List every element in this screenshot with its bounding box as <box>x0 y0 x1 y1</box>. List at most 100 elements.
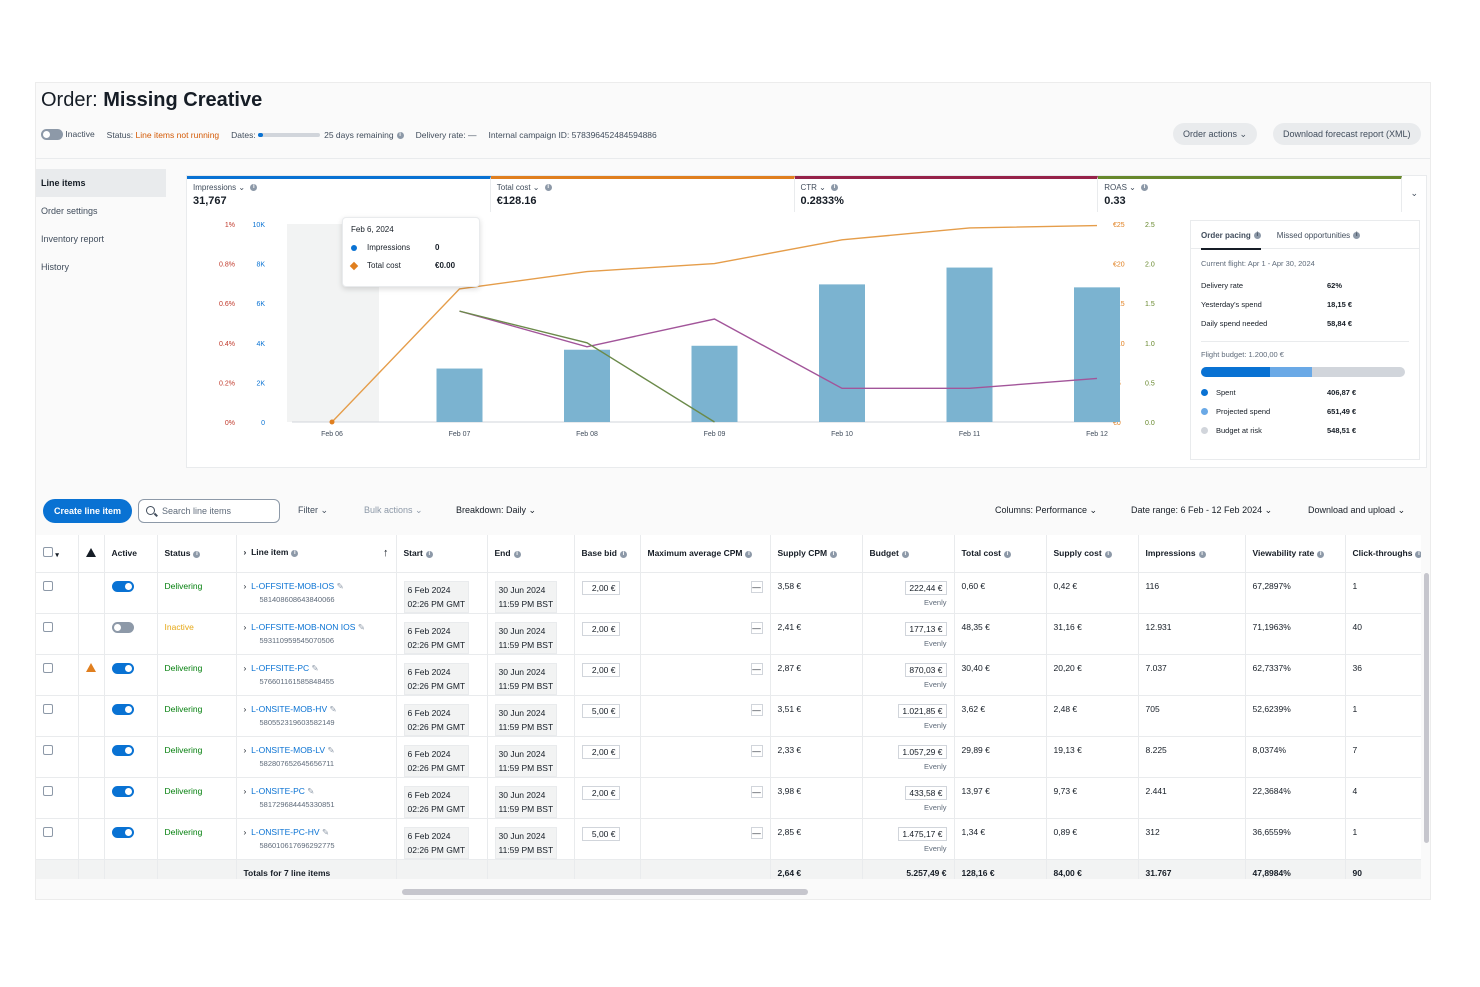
chevron-right-icon[interactable]: › <box>243 662 247 673</box>
minus-icon[interactable]: — <box>750 826 763 839</box>
info-icon[interactable]: i <box>745 550 753 558</box>
info-icon[interactable]: i <box>1317 550 1325 558</box>
header-base-bid[interactable]: Base bid i <box>574 535 641 573</box>
edit-pencil-icon[interactable]: ✎ <box>329 703 337 714</box>
row-checkbox[interactable] <box>43 744 53 755</box>
edit-pencil-icon[interactable]: ✎ <box>336 580 344 591</box>
info-icon[interactable]: i <box>901 550 909 558</box>
base-bid-input[interactable]: 2,00 € <box>581 662 620 677</box>
horizontal-scrollbar[interactable] <box>402 889 808 895</box>
table-row[interactable]: Delivering › L-ONSITE-MOB-HV ✎ 5805523196… <box>36 695 1421 737</box>
base-bid-input[interactable]: 2,00 € <box>581 621 620 636</box>
line-item-link[interactable]: L-ONSITE-PC-HV <box>251 826 320 837</box>
chevron-right-icon[interactable]: › <box>243 826 247 837</box>
header-max-cpm[interactable]: Maximum average CPM i <box>640 535 771 573</box>
tab-order-pacing[interactable]: Order pacing i <box>1201 231 1261 250</box>
search-input[interactable]: Search line items <box>138 499 280 523</box>
active-toggle[interactable] <box>111 662 134 674</box>
line-item-link[interactable]: L-OFFSITE-PC <box>251 662 310 673</box>
edit-pencil-icon[interactable]: ✎ <box>311 662 319 673</box>
info-icon[interactable]: i <box>425 550 433 558</box>
sidebar-item-inventory-report[interactable]: Inventory report <box>41 234 105 244</box>
filter-dropdown[interactable]: Filter ⌄ <box>298 505 329 515</box>
chevron-right-icon[interactable]: › <box>243 744 247 755</box>
info-icon[interactable]: i <box>513 550 521 558</box>
info-icon[interactable]: i <box>1415 550 1421 558</box>
metric-total-cost[interactable]: Total cost ⌄ i €128.16 <box>490 176 795 212</box>
info-icon[interactable]: i <box>1104 550 1112 558</box>
sidebar-item-history[interactable]: History <box>41 262 70 272</box>
select-all-header[interactable]: ▾ <box>36 535 79 573</box>
row-checkbox[interactable] <box>43 703 53 714</box>
chevron-right-icon[interactable]: › <box>243 621 247 632</box>
line-item-link[interactable]: L-OFFSITE-MOB-IOS <box>251 580 335 591</box>
info-icon[interactable]: i <box>396 131 404 139</box>
vertical-scrollbar[interactable] <box>1424 573 1429 843</box>
info-icon[interactable]: i <box>291 549 299 557</box>
header-supply-cpm[interactable]: Supply CPM i <box>770 535 863 573</box>
header-impressions[interactable]: Impressions i <box>1138 535 1246 573</box>
download-upload-dropdown[interactable]: Download and upload ⌄ <box>1308 505 1406 515</box>
row-checkbox[interactable] <box>43 580 53 591</box>
create-line-item-button[interactable]: Create line item <box>43 499 133 523</box>
header-start[interactable]: Start i <box>396 535 488 573</box>
metric-ctr[interactable]: CTR ⌄ i 0.2833% <box>794 176 1099 212</box>
header-viewability[interactable]: Viewability rate i <box>1245 535 1346 573</box>
active-toggle[interactable] <box>111 621 134 633</box>
chevron-right-icon[interactable]: › <box>243 580 247 591</box>
caret-down-icon[interactable]: ▾ <box>55 552 59 560</box>
sidebar-item-order-settings[interactable]: Order settings <box>41 206 98 216</box>
minus-icon[interactable]: — <box>750 744 763 757</box>
budget-input[interactable]: 1.021,85 € <box>898 703 947 718</box>
minus-icon[interactable]: — <box>750 662 763 675</box>
edit-pencil-icon[interactable]: ✎ <box>357 621 365 632</box>
info-icon[interactable]: i <box>830 550 838 558</box>
breakdown-dropdown[interactable]: Breakdown: Daily ⌄ <box>456 505 537 515</box>
header-line-item[interactable]: › Line item i ↑ <box>236 535 397 573</box>
info-icon[interactable]: i <box>250 184 258 192</box>
info-icon[interactable]: i <box>619 550 627 558</box>
line-item-link[interactable]: L-OFFSITE-MOB-NON IOS <box>251 621 356 632</box>
minus-icon[interactable]: — <box>750 703 763 716</box>
line-item-link[interactable]: L-ONSITE-PC <box>251 785 305 796</box>
active-toggle-wrap[interactable]: Inactive <box>41 129 95 141</box>
chevron-down-icon[interactable]: ⌄ <box>1410 188 1418 198</box>
table-row[interactable]: Delivering › L-ONSITE-MOB-LV ✎ 5828076526… <box>36 736 1421 778</box>
sort-up-arrow-icon[interactable]: ↑ <box>383 547 389 560</box>
edit-pencil-icon[interactable]: ✎ <box>307 785 315 796</box>
base-bid-input[interactable]: 2,00 € <box>581 744 620 759</box>
header-end[interactable]: End i <box>487 535 575 573</box>
base-bid-input[interactable]: 2,00 € <box>581 580 620 595</box>
order-actions-button[interactable]: Order actions ⌄ <box>1173 123 1258 145</box>
metric-impressions[interactable]: Impressions ⌄ i 31,767 <box>187 176 491 212</box>
minus-icon[interactable]: — <box>750 580 763 593</box>
base-bid-input[interactable]: 5,00 € <box>581 826 620 841</box>
info-icon[interactable]: i <box>544 184 552 192</box>
columns-dropdown[interactable]: Columns: Performance ⌄ <box>995 505 1098 515</box>
row-checkbox[interactable] <box>43 826 53 837</box>
row-checkbox[interactable] <box>43 621 53 632</box>
info-icon[interactable]: i <box>1353 232 1361 240</box>
tab-missed-opportunities[interactable]: Missed opportunities i <box>1277 231 1361 248</box>
active-toggle[interactable] <box>111 785 134 797</box>
info-icon[interactable]: i <box>1004 550 1012 558</box>
minus-icon[interactable]: — <box>750 785 763 798</box>
info-icon[interactable]: i <box>831 184 839 192</box>
chevron-right-icon[interactable]: › <box>243 785 247 796</box>
table-row[interactable]: Inactive › L-OFFSITE-MOB-NON IOS ✎ 593110… <box>36 613 1421 655</box>
header-supply-cost[interactable]: Supply cost i <box>1046 535 1139 573</box>
select-all-checkbox[interactable] <box>43 547 53 558</box>
info-icon[interactable]: i <box>193 550 201 558</box>
chevron-right-icon[interactable]: › <box>243 703 247 714</box>
edit-pencil-icon[interactable]: ✎ <box>327 744 335 755</box>
table-row[interactable]: Delivering › L-OFFSITE-PC ✎ 5766011615858… <box>36 654 1421 696</box>
row-checkbox[interactable] <box>43 662 53 673</box>
header-budget[interactable]: Budget i <box>862 535 955 573</box>
budget-input[interactable]: 433,58 € <box>905 785 947 800</box>
line-item-link[interactable]: L-ONSITE-MOB-HV <box>251 703 328 714</box>
header-total-cost[interactable]: Total cost i <box>954 535 1047 573</box>
active-toggle[interactable] <box>111 703 134 715</box>
budget-input[interactable]: 1.475,17 € <box>898 826 947 841</box>
active-toggle[interactable] <box>111 744 134 756</box>
budget-input[interactable]: 870,03 € <box>905 662 947 677</box>
